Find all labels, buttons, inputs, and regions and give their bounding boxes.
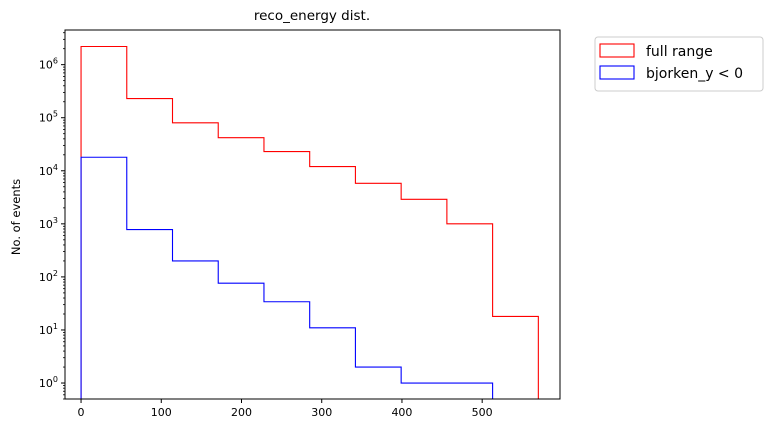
y-tick-label: 100 — [39, 375, 58, 390]
y-axis-label: No. of events — [9, 179, 23, 255]
legend-box — [594, 36, 764, 92]
x-tick-label: 300 — [311, 406, 332, 419]
legend: full range bjorken_y < 0 — [594, 36, 764, 92]
y-tick-label: 103 — [39, 216, 58, 231]
y-tick-label: 101 — [39, 322, 58, 337]
x-tick-label: 100 — [151, 406, 172, 419]
x-tick-label: 500 — [472, 406, 493, 419]
y-axis: 100 101 102 103 104 105 106 — [39, 32, 65, 400]
y-tick-label: 105 — [39, 110, 58, 125]
y-tick-label: 102 — [39, 269, 58, 284]
legend-swatch-0 — [599, 43, 635, 58]
chart-title: reco_energy dist. — [254, 8, 370, 24]
x-tick-label: 0 — [78, 406, 85, 419]
x-axis: 0 100 200 300 400 500 — [78, 399, 493, 419]
series-0-step-line — [80, 45, 539, 399]
x-tick-label: 400 — [391, 406, 412, 419]
legend-swatch-1 — [599, 65, 635, 80]
legend-label-0: full range — [646, 44, 713, 60]
plot-frame — [64, 29, 561, 400]
y-tick-label: 104 — [39, 163, 58, 178]
y-tick-label: 106 — [39, 57, 58, 72]
series-layer — [80, 45, 539, 399]
x-tick-label: 200 — [231, 406, 252, 419]
legend-label-1: bjorken_y < 0 — [646, 66, 743, 82]
series-1-step-line — [80, 156, 494, 399]
